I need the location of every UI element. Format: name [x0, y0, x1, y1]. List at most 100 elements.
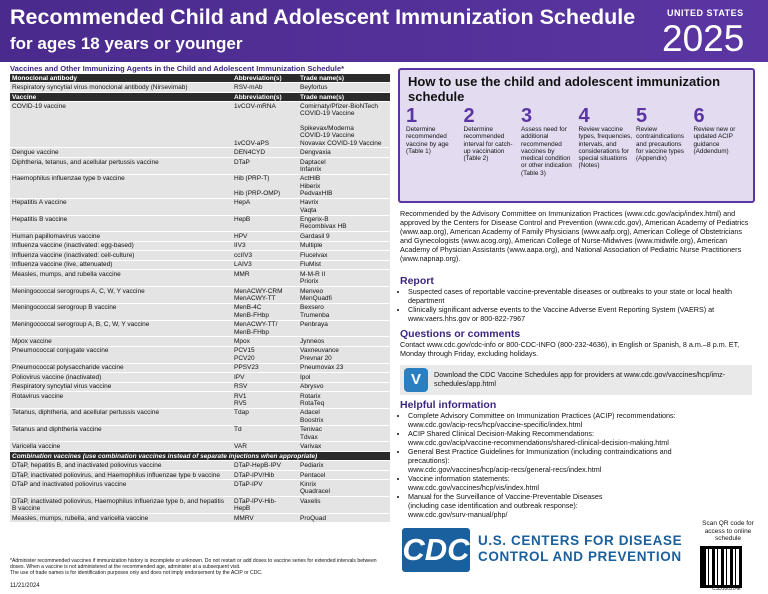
step-text: Assess need for additional recommended v…: [521, 126, 572, 177]
step: 5 Review contraindications and precaution…: [636, 106, 694, 177]
step: 2 Determine recommended interval for catc…: [464, 106, 522, 177]
header-cell: Trade name(s): [298, 92, 390, 103]
vaccine-table: Monoclonal antibody Abbreviation(s) Trade …: [10, 74, 390, 524]
table-cell: Pentacel: [298, 470, 390, 481]
table-cell: Measles, mumps, and rubella vaccine: [10, 269, 232, 288]
table-cell: Engerix-B Recombivax HB: [298, 215, 390, 233]
table-cell: DTaP, inactivated poliovirus, and Haemop…: [10, 470, 232, 481]
table-row: Rotavirus vaccine RV1 RV5 Rotarix RotaTeq: [10, 391, 390, 409]
table-cell: Meningococcal serogroup A, B, C, W, Y va…: [10, 320, 232, 338]
table-cell: IPV: [232, 372, 298, 383]
table-cell: 1vCOV-mRNA 1vCOV-aPS: [232, 101, 298, 149]
table-cell: Pneumovax 23: [298, 363, 390, 374]
table-row: Varicella vaccine VAR Varivax: [10, 441, 390, 452]
table-cell: Measles, mumps, rubella, and varicella v…: [10, 513, 232, 524]
table-cell: Influenza vaccine (inactivated: egg-base…: [10, 241, 232, 252]
questions-heading: Questions or comments: [400, 328, 521, 340]
table-cell: Multiple: [298, 241, 390, 252]
table-cell: Mpox vaccine: [10, 336, 232, 347]
table-cell: Menveo MenQuadfi: [298, 286, 390, 304]
report-heading: Report: [400, 275, 434, 287]
helpful-item: Vaccine information statements: www.cdc.…: [408, 474, 690, 492]
step-number: 6: [693, 105, 705, 127]
table-cell: Pediarix: [298, 460, 390, 471]
table-row: Pneumococcal conjugate vaccine PCV15 PCV2…: [10, 346, 390, 364]
app-text[interactable]: Download the CDC Vaccine Schedules app f…: [434, 370, 726, 388]
country: UNITED STATES: [667, 8, 744, 18]
table-row: Measles, mumps, rubella, and varicella v…: [10, 513, 390, 524]
table-cell: PCV15 PCV20: [232, 346, 298, 364]
table-cell: ActHIB Hiberix PedvaxHIB: [298, 174, 390, 199]
step-number: 1: [406, 105, 418, 127]
table-cell: HepB: [232, 215, 298, 233]
step-text: Review vaccine types, frequencies, inter…: [578, 126, 633, 170]
step: 3 Assess need for additional recommended …: [521, 106, 579, 177]
table-cell: Respiratory syncytial virus vaccine: [10, 382, 232, 393]
table-cell: Tetanus and diphtheria vaccine: [10, 425, 232, 443]
table-row: Tetanus, diphtheria, and acellular pertu…: [10, 408, 390, 426]
table-cell: Flucelvax: [298, 250, 390, 261]
table-row: Respiratory syncytial virus vaccine RSV Ab…: [10, 382, 390, 393]
questions-section: Questions or comments Contact www.cdc.go…: [400, 328, 750, 358]
table-cell: Jynneos: [298, 336, 390, 347]
table-row: DTaP, inactivated poliovirus, Haemophilu…: [10, 496, 390, 514]
step-text: Review new or updated ACIP guidance (Add…: [693, 126, 736, 155]
year: 2025: [662, 18, 745, 59]
helpful-item: Manual for the Surveillance of Vaccine-P…: [408, 492, 690, 519]
table-row: Dengue vaccine DEN4CYD Dengvaxia: [10, 147, 390, 158]
table-cell: COVID-19 vaccine: [10, 101, 232, 149]
table-cell: Bexsero Trumenba: [298, 303, 390, 321]
table-cell: Dengvaxia: [298, 147, 390, 158]
table-cell: Kinrix Quadracel: [298, 479, 390, 498]
table-cell: ProQuad: [298, 513, 390, 524]
header-cell: Trade name(s): [298, 74, 390, 84]
table-row: Haemophilus influenzae type b vaccine Hib…: [10, 174, 390, 199]
table-cell: Vaxneuvance Prevnar 20: [298, 346, 390, 364]
report-section: Report Suspected cases of reportable vac…: [400, 275, 750, 323]
table-row: DTaP and inactivated poliovirus vaccine D…: [10, 479, 390, 498]
subtitle: for ages 18 years or younger: [10, 34, 243, 53]
table-row: Pneumococcal polysaccharide vaccine PPSV2…: [10, 363, 390, 374]
app-icon: V: [404, 368, 428, 392]
step-number: 2: [463, 105, 475, 127]
table-cell: RSV-mAb: [232, 82, 298, 93]
questions-text: Contact www.cdc.gov/cdc-info or 800-CDC-…: [400, 340, 740, 358]
table-row: Meningococcal serogroups A, C, W, Y vacc…: [10, 286, 390, 304]
table-cell: IIV3: [232, 241, 298, 252]
table-cell: Penbraya: [298, 320, 390, 338]
helpful-section: Helpful information Complete Advisory Co…: [400, 399, 690, 519]
helpful-list: Complete Advisory Committee on Immunizat…: [400, 411, 690, 519]
helpful-item: Complete Advisory Committee on Immunizat…: [408, 411, 690, 429]
table-cell: Hib (PRP-T) Hib (PRP-OMP): [232, 174, 298, 199]
step-text: Determine recommended interval for catch…: [463, 126, 513, 163]
table-cell: Meningococcal serogroup B vaccine: [10, 303, 232, 321]
table-cell: M-M-R II Priorix: [298, 269, 390, 288]
report-list: Suspected cases of reportable vaccine-pr…: [400, 287, 750, 323]
table-cell: DEN4CYD: [232, 147, 298, 158]
table-cell: Mpox: [232, 336, 298, 347]
table-cell: DTaP-IPV: [232, 479, 298, 498]
step-number: 5: [636, 105, 648, 127]
qr-code[interactable]: [700, 546, 742, 588]
cdc-logo-mark: CDC: [402, 528, 470, 572]
table-cell: Adacel Boostrix: [298, 408, 390, 426]
qr-caption: Scan QR code for access to online schedu…: [702, 520, 754, 542]
section-header: Monoclonal antibody Abbreviation(s) Trade …: [10, 74, 390, 84]
step-number: 4: [578, 105, 590, 127]
document-code: CS310020-E: [712, 586, 741, 592]
table-cell: Pneumococcal conjugate vaccine: [10, 346, 232, 364]
table-cell: MMR: [232, 269, 298, 288]
table-cell: Haemophilus influenzae type b vaccine: [10, 174, 232, 199]
steps: 1 Determine recommended vaccine by age (T…: [406, 106, 751, 177]
header-cell: Abbreviation(s): [232, 92, 298, 103]
table-cell: Tdap: [232, 408, 298, 426]
table-cell: Varicella vaccine: [10, 441, 232, 452]
table-cell: Pneumococcal polysaccharide vaccine: [10, 363, 232, 374]
table-cell: MenB-4C MenB-FHbp: [232, 303, 298, 321]
helpful-item: General Best Practice Guidelines for Imm…: [408, 447, 690, 474]
section-header: Combination vaccines (use combination va…: [10, 451, 390, 462]
table-row: Measles, mumps, and rubella vaccine MMR M-…: [10, 269, 390, 288]
table-cell: ccIIV3: [232, 250, 298, 261]
table-cell: Hepatitis A vaccine: [10, 198, 232, 216]
